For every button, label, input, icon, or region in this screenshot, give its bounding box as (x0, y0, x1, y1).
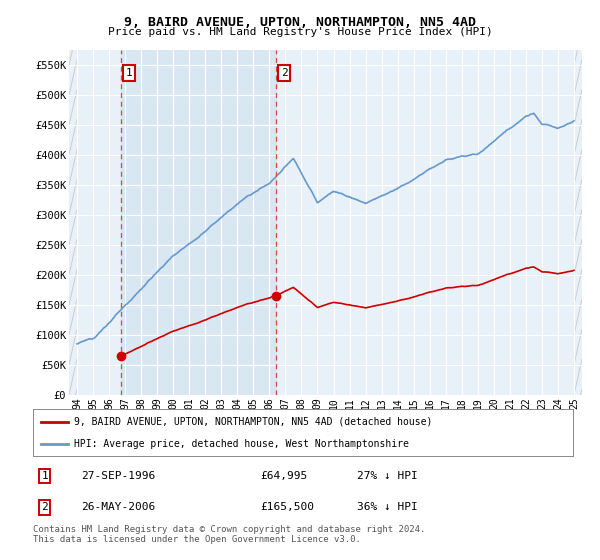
Text: 9, BAIRD AVENUE, UPTON, NORTHAMPTON, NN5 4AD (detached house): 9, BAIRD AVENUE, UPTON, NORTHAMPTON, NN5… (74, 417, 432, 427)
Text: £64,995: £64,995 (260, 471, 307, 481)
Text: 2: 2 (41, 502, 48, 512)
Text: 36% ↓ HPI: 36% ↓ HPI (357, 502, 418, 512)
Text: 9, BAIRD AVENUE, UPTON, NORTHAMPTON, NN5 4AD: 9, BAIRD AVENUE, UPTON, NORTHAMPTON, NN5… (124, 16, 476, 29)
Text: HPI: Average price, detached house, West Northamptonshire: HPI: Average price, detached house, West… (74, 438, 409, 449)
Text: 27% ↓ HPI: 27% ↓ HPI (357, 471, 418, 481)
Bar (121, 50, 276, 395)
Text: 2: 2 (281, 68, 287, 78)
Text: 1: 1 (126, 68, 133, 78)
Text: £165,500: £165,500 (260, 502, 314, 512)
Text: 26-MAY-2006: 26-MAY-2006 (82, 502, 156, 512)
Text: Contains HM Land Registry data © Crown copyright and database right 2024.
This d: Contains HM Land Registry data © Crown c… (33, 525, 425, 544)
Text: Price paid vs. HM Land Registry's House Price Index (HPI): Price paid vs. HM Land Registry's House … (107, 27, 493, 37)
Text: 27-SEP-1996: 27-SEP-1996 (82, 471, 156, 481)
Text: 1: 1 (41, 471, 48, 481)
